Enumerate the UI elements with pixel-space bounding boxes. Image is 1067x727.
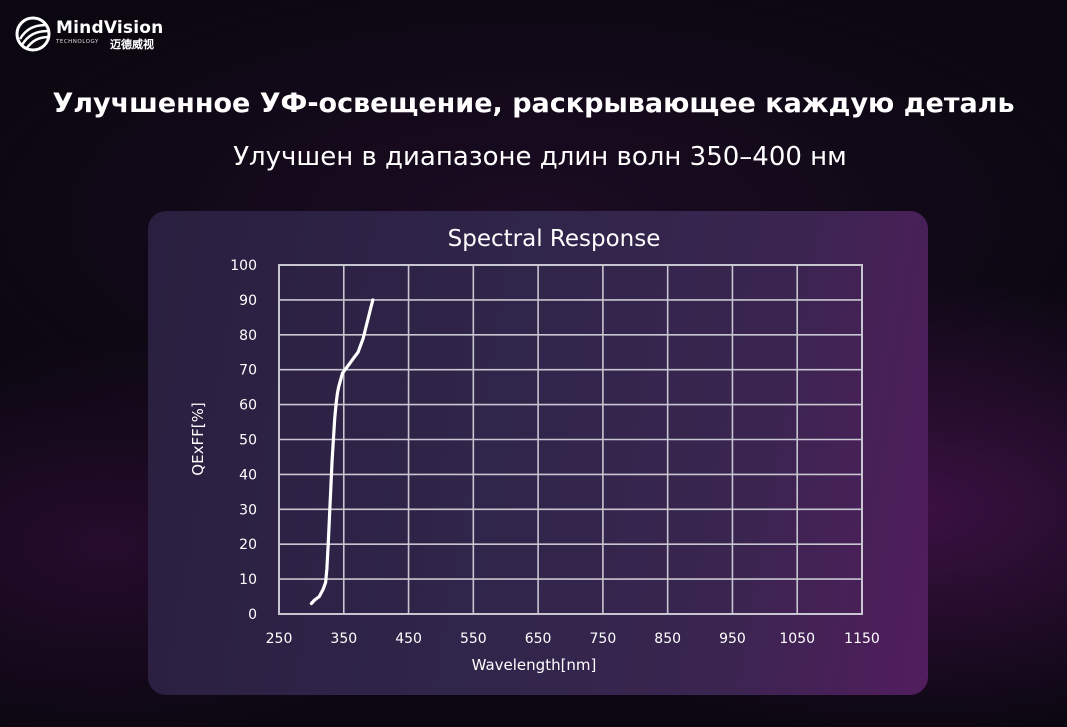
x-tick-labels: 250 350 450 550 650 750 850 950 1050 1150 — [266, 631, 880, 647]
chart-title: Spectral Response — [448, 226, 661, 252]
brand-logo: MindVision TECHNOLOGY 迈德威视 — [14, 14, 189, 54]
page-subtitle: Улучшен в диапазоне длин волн 350–400 нм — [233, 142, 847, 172]
chart-grid — [278, 264, 863, 615]
series-line — [309, 298, 375, 606]
x-tick-label: 650 — [525, 631, 552, 647]
y-tick-label: 70 — [239, 363, 257, 379]
x-tick-label: 750 — [590, 631, 617, 647]
y-tick-label: 80 — [239, 328, 257, 344]
y-tick-label: 10 — [239, 572, 257, 588]
y-tick-label: 30 — [239, 502, 257, 518]
chart-panel: Spectral Response 0 10 20 30 40 50 60 70 80 90 100… — [148, 211, 928, 695]
y-tick-labels: 0 10 20 30 40 50 60 70 80 90 100 — [230, 258, 257, 623]
y-axis-label: QExFF[%] — [189, 402, 207, 475]
x-tick-label: 1150 — [844, 631, 880, 647]
spectral-response-chart: Spectral Response 0 10 20 30 40 50 60 70 80 90 100… — [189, 226, 880, 674]
y-tick-label: 0 — [248, 607, 257, 623]
y-tick-label: 100 — [230, 258, 257, 274]
chart-series — [309, 298, 375, 606]
mindvision-logo-icon — [15, 16, 51, 52]
x-tick-label: 450 — [395, 631, 422, 647]
y-tick-label: 90 — [239, 293, 257, 309]
y-tick-label: 40 — [239, 467, 257, 483]
y-tick-label: 20 — [239, 537, 257, 553]
y-tick-label: 60 — [239, 398, 257, 414]
x-tick-label: 350 — [330, 631, 357, 647]
x-tick-label: 850 — [654, 631, 681, 647]
x-tick-label: 1050 — [779, 631, 815, 647]
page-title: Улучшенное УФ-освещение, раскрывающее ка… — [52, 88, 1015, 119]
brand-tagline: TECHNOLOGY — [56, 39, 99, 45]
brand-name-cn: 迈德威视 — [110, 38, 154, 51]
x-axis-label: Wavelength[nm] — [472, 656, 597, 674]
brand-name: MindVision — [56, 18, 164, 38]
x-tick-label: 550 — [460, 631, 487, 647]
x-tick-label: 250 — [266, 631, 293, 647]
y-tick-label: 50 — [239, 433, 257, 449]
x-tick-label: 950 — [719, 631, 746, 647]
